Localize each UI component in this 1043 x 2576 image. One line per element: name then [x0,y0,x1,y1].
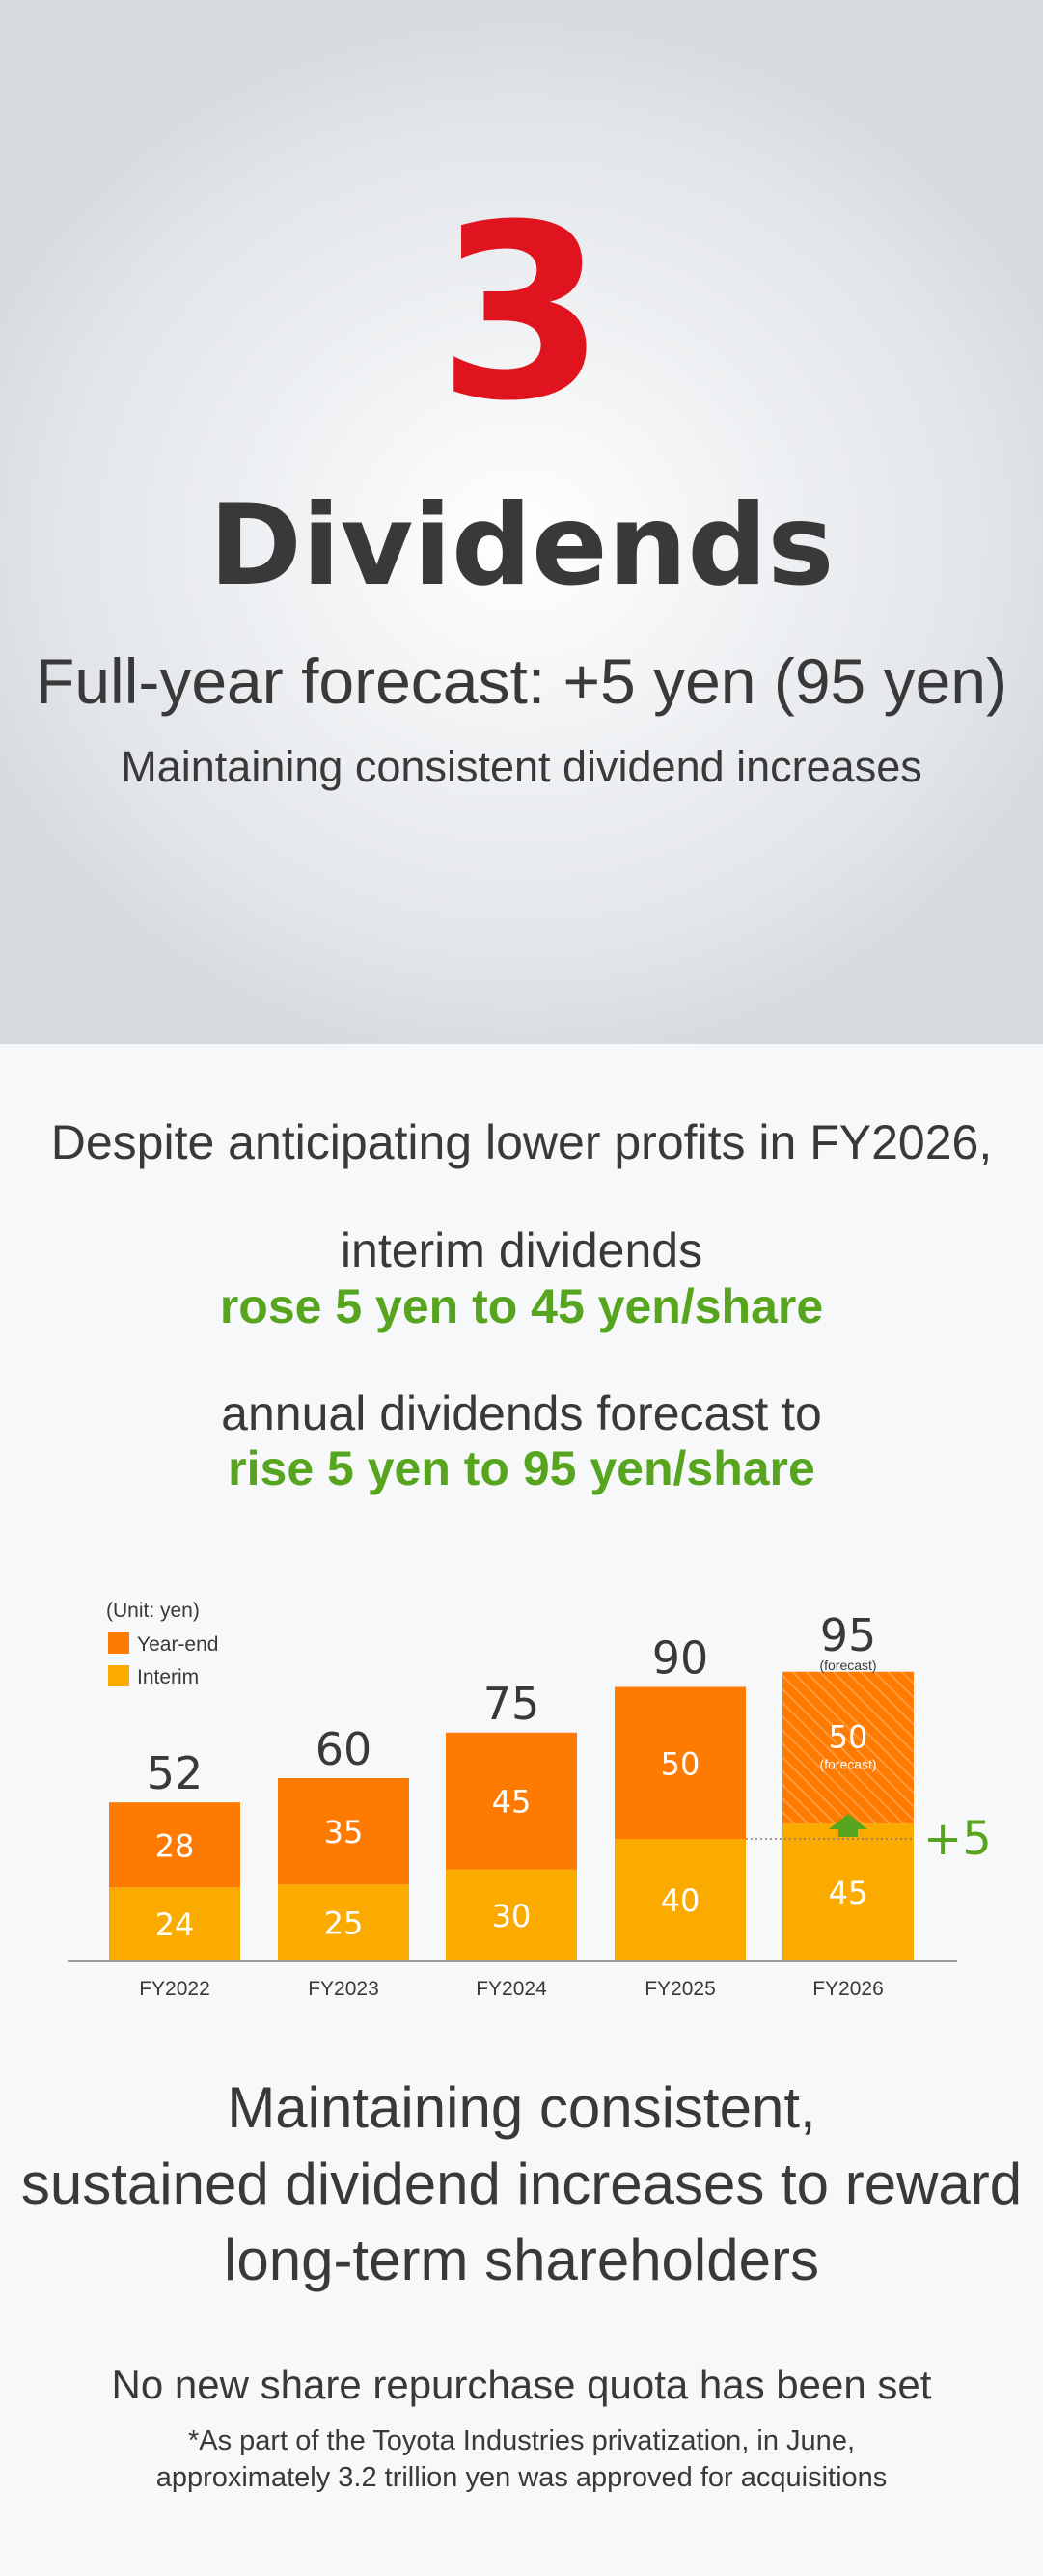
bar-interim-FY2024 [446,1869,577,1960]
tick-label-FY2022: FY2022 [139,1978,210,2000]
tick-label-FY2023: FY2023 [308,1978,379,2000]
legend-label-year-end: Year-end [137,1633,218,1656]
closing-line-2: sustained dividend increases to reward [20,2151,1023,2216]
section-number: 3 [437,173,606,453]
intro-line-4: annual dividends forecast to [221,1386,822,1440]
legend-swatch-interim [108,1665,129,1686]
bar-interim-FY2026 [782,1823,914,1960]
dividend-chart: 24 28 52 FY2022 25 35 60 FY2023 30 45 75 FY2024 40 50… [0,1563,1043,2007]
label-total-FY2026: 95 [820,1609,877,1661]
section-title: Dividends [208,480,835,611]
label-year-end-FY2026: 50 [829,1719,868,1756]
closing-line-3: long-term shareholders [224,2228,819,2292]
intro-highlight-2: rise 5 yen to 95 yen/share [228,1441,815,1495]
tick-label-FY2024: FY2024 [476,1978,547,2000]
legend-label-interim: Interim [137,1666,199,1688]
label-interim-FY2022: 24 [155,1906,195,1943]
increase-label: +5 [923,1812,992,1866]
footnote-line-2: approximately 3.2 trillion yen was appro… [155,2462,888,2493]
increase-arrow-icon [829,1814,867,1837]
label-total-FY2025: 90 [652,1632,709,1685]
label-year-end-FY2024: 45 [492,1784,532,1821]
label-total-forecast-FY2026: (forecast) [819,1658,876,1673]
bar-interim-FY2022 [109,1887,240,1960]
label-year-end-FY2023: 35 [324,1814,364,1850]
tick-label-FY2026: FY2026 [812,1978,884,2000]
intro-line-2: interim dividends [340,1223,703,1277]
label-year-end-FY2025: 50 [661,1745,700,1782]
bar-year-end-FY2023 [278,1778,409,1885]
label-interim-FY2024: 30 [492,1898,532,1934]
repurchase-note: No new share repurchase quota has been s… [111,2362,932,2407]
tick-label-FY2025: FY2025 [645,1978,716,2000]
label-interim-FY2025: 40 [661,1882,700,1919]
bar-year-end-FY2025 [615,1686,746,1839]
footnote-line-1: *As part of the Toyota Industries privat… [187,2425,855,2456]
bar-year-end-FY2026 [782,1671,914,1824]
forecast-headline: Full-year forecast: +5 yen (95 yen) [36,645,1007,717]
bar-year-end-FY2022 [109,1802,240,1888]
label-year-end-forecast-FY2026: (forecast) [819,1757,876,1772]
hero-subtitle: Maintaining consistent dividend increase… [121,742,922,791]
bar-year-end-FY2024 [446,1732,577,1870]
dividend-chart-svg: 24 28 52 FY2022 25 35 60 FY2023 30 45 75 FY2024 40 50… [68,1600,992,2000]
label-total-FY2023: 60 [316,1723,372,1775]
closing-line-1: Maintaining consistent, [227,2075,816,2140]
label-total-FY2024: 75 [483,1678,540,1730]
label-total-FY2022: 52 [147,1747,204,1799]
label-year-end-FY2022: 28 [155,1827,195,1864]
bar-interim-FY2023 [278,1884,409,1960]
label-interim-FY2023: 25 [324,1905,364,1942]
intro-highlight-1: rose 5 yen to 45 yen/share [219,1279,824,1333]
legend-swatch-year-end [108,1632,129,1654]
unit-label: (Unit: yen) [106,1600,200,1622]
hero-section [0,0,1043,1044]
bar-interim-FY2025 [615,1839,746,1960]
label-interim-FY2026: 45 [829,1875,868,1911]
intro-line-1: Despite anticipating lower profits in FY… [50,1115,993,1169]
